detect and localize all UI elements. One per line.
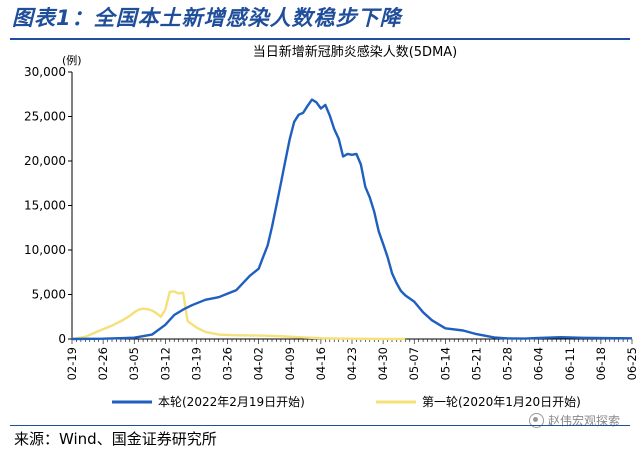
y-tick-label: 25,000 <box>24 110 66 124</box>
x-tick-label: 03-26 <box>221 347 235 380</box>
x-tick-label: 05-07 <box>407 347 421 380</box>
title-divider <box>10 38 630 40</box>
wechat-icon <box>528 413 544 428</box>
x-tick-label: 04-16 <box>314 347 328 380</box>
source-note: 来源：Wind、国金证券研究所 <box>14 430 217 448</box>
x-tick-label: 06-04 <box>532 347 546 380</box>
x-tick-label: 06-11 <box>563 347 577 380</box>
watermark: 赵伟宏观探索 <box>528 412 620 429</box>
x-tick-label: 04-09 <box>283 347 297 380</box>
x-tick-label: 05-21 <box>469 347 483 380</box>
x-tick-label: 06-18 <box>594 347 608 380</box>
chart-axes: 0 5,000 10,000 15,000 20,000 25,000 30,000 02-1… <box>24 65 639 380</box>
series-line-current-wave <box>71 98 633 341</box>
y-tick-label: 15,000 <box>24 199 66 213</box>
x-tick-label: 02-26 <box>96 347 110 380</box>
figure-title: 图表1：全国本土新增感染人数稳步下降 <box>12 6 402 30</box>
y-tick-label: 30,000 <box>24 65 66 79</box>
x-tick-label: 02-19 <box>65 347 79 380</box>
series-layer <box>71 98 633 341</box>
chart-title: 当日新增新冠肺炎感染人数(5DMA) <box>253 44 458 60</box>
x-tick-label: 05-28 <box>501 347 515 380</box>
line-chart: 当日新增新冠肺炎感染人数(5DMA) (例) 0 5,000 10,000 15,00… <box>24 44 639 409</box>
y-tick-label: 20,000 <box>24 154 66 168</box>
legend-label-current-wave: 本轮(2022年2月19日开始) <box>158 395 305 409</box>
y-tick-label: 0 <box>58 332 66 346</box>
y-tick-label: 10,000 <box>24 243 66 257</box>
x-tick-label: 03-05 <box>127 347 141 380</box>
y-tick-label: 5,000 <box>32 288 66 302</box>
x-tick-label: 04-30 <box>376 347 390 380</box>
x-tick-label: 03-12 <box>158 347 172 380</box>
legend-label-first-wave: 第一轮(2020年1月20日开始) <box>422 395 581 409</box>
x-tick-label: 05-14 <box>438 347 452 380</box>
series-line-first-wave <box>71 290 406 341</box>
chart-legend: 本轮(2022年2月19日开始) 第一轮(2020年1月20日开始) <box>112 395 581 409</box>
x-tick-label: 03-19 <box>189 347 203 380</box>
x-tick-label: 06-25 <box>625 347 639 380</box>
x-tick-label: 04-23 <box>345 347 359 380</box>
x-tick-label: 04-02 <box>252 347 266 380</box>
watermark-text: 赵伟宏观探索 <box>547 414 620 428</box>
y-axis-unit-label: (例) <box>62 53 82 67</box>
footer-divider <box>10 425 630 426</box>
